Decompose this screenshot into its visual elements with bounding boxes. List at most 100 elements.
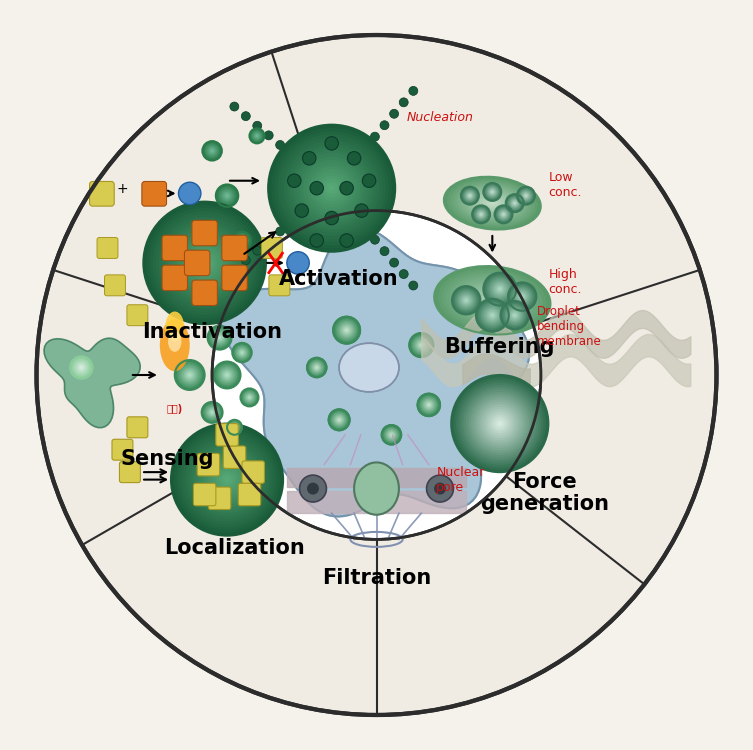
Ellipse shape	[469, 286, 516, 314]
FancyBboxPatch shape	[197, 454, 220, 476]
Circle shape	[502, 213, 505, 215]
Circle shape	[185, 437, 269, 522]
Circle shape	[514, 202, 516, 204]
Ellipse shape	[339, 344, 399, 392]
Circle shape	[307, 358, 327, 377]
Ellipse shape	[480, 293, 504, 308]
Text: Filtration: Filtration	[322, 568, 431, 588]
Circle shape	[458, 292, 474, 309]
Circle shape	[233, 425, 236, 429]
Text: Droplet
bending
membrane: Droplet bending membrane	[537, 305, 602, 348]
Circle shape	[420, 396, 437, 414]
Circle shape	[316, 367, 318, 368]
Circle shape	[334, 415, 344, 425]
Circle shape	[511, 285, 534, 308]
Circle shape	[239, 349, 245, 356]
Circle shape	[380, 247, 389, 256]
Circle shape	[251, 129, 264, 142]
Circle shape	[334, 318, 358, 342]
Circle shape	[509, 197, 520, 208]
Circle shape	[410, 334, 432, 356]
Circle shape	[520, 294, 525, 299]
Circle shape	[421, 397, 437, 412]
Circle shape	[276, 227, 285, 236]
Circle shape	[325, 182, 338, 194]
Circle shape	[239, 237, 245, 244]
Ellipse shape	[457, 280, 527, 321]
Circle shape	[340, 234, 353, 248]
Circle shape	[434, 482, 446, 494]
FancyBboxPatch shape	[242, 461, 264, 483]
Circle shape	[230, 266, 239, 274]
Circle shape	[495, 419, 505, 428]
Circle shape	[311, 362, 322, 374]
Ellipse shape	[450, 180, 535, 226]
Circle shape	[207, 146, 217, 156]
Circle shape	[495, 206, 513, 224]
Circle shape	[232, 424, 237, 430]
Circle shape	[216, 469, 238, 490]
Circle shape	[511, 199, 520, 208]
Circle shape	[344, 328, 349, 333]
Text: Sensing: Sensing	[120, 448, 214, 469]
Circle shape	[422, 398, 435, 412]
Circle shape	[520, 190, 532, 201]
FancyBboxPatch shape	[222, 236, 247, 261]
Circle shape	[75, 361, 88, 374]
Circle shape	[491, 314, 494, 316]
Circle shape	[452, 286, 480, 314]
Circle shape	[177, 236, 232, 290]
Circle shape	[512, 286, 532, 307]
Text: Localization: Localization	[164, 538, 305, 558]
Circle shape	[236, 346, 248, 358]
Ellipse shape	[453, 278, 531, 323]
Circle shape	[489, 188, 495, 195]
Circle shape	[222, 370, 232, 380]
Circle shape	[490, 190, 495, 194]
Circle shape	[255, 133, 260, 139]
Circle shape	[303, 160, 360, 217]
Circle shape	[384, 427, 399, 442]
Circle shape	[253, 246, 262, 255]
Circle shape	[453, 377, 546, 470]
Circle shape	[295, 204, 309, 218]
Circle shape	[211, 411, 213, 414]
Circle shape	[476, 298, 509, 332]
FancyBboxPatch shape	[222, 266, 247, 290]
Circle shape	[497, 208, 511, 221]
Circle shape	[413, 337, 430, 353]
Circle shape	[416, 339, 427, 351]
Circle shape	[383, 426, 400, 443]
Circle shape	[343, 326, 351, 334]
Text: Activation: Activation	[279, 269, 399, 290]
Circle shape	[218, 367, 236, 383]
Circle shape	[184, 370, 195, 380]
Circle shape	[255, 134, 259, 138]
Text: Low
conc.: Low conc.	[548, 171, 582, 199]
Circle shape	[331, 412, 347, 428]
Circle shape	[382, 425, 401, 445]
Circle shape	[419, 394, 439, 415]
Circle shape	[472, 206, 490, 224]
Circle shape	[505, 305, 525, 326]
Circle shape	[495, 284, 505, 294]
Circle shape	[471, 394, 529, 453]
Circle shape	[236, 235, 248, 246]
Circle shape	[399, 269, 408, 278]
Circle shape	[389, 432, 395, 438]
Circle shape	[232, 343, 252, 362]
Circle shape	[461, 295, 472, 306]
Circle shape	[336, 320, 358, 341]
Ellipse shape	[457, 184, 528, 223]
Circle shape	[333, 316, 360, 344]
Circle shape	[453, 287, 479, 313]
Circle shape	[237, 348, 247, 358]
Circle shape	[315, 365, 319, 370]
Circle shape	[314, 364, 319, 370]
FancyBboxPatch shape	[162, 236, 187, 261]
Circle shape	[479, 212, 483, 217]
Circle shape	[414, 338, 428, 352]
Circle shape	[308, 358, 325, 376]
Circle shape	[382, 425, 401, 445]
Circle shape	[522, 191, 530, 200]
